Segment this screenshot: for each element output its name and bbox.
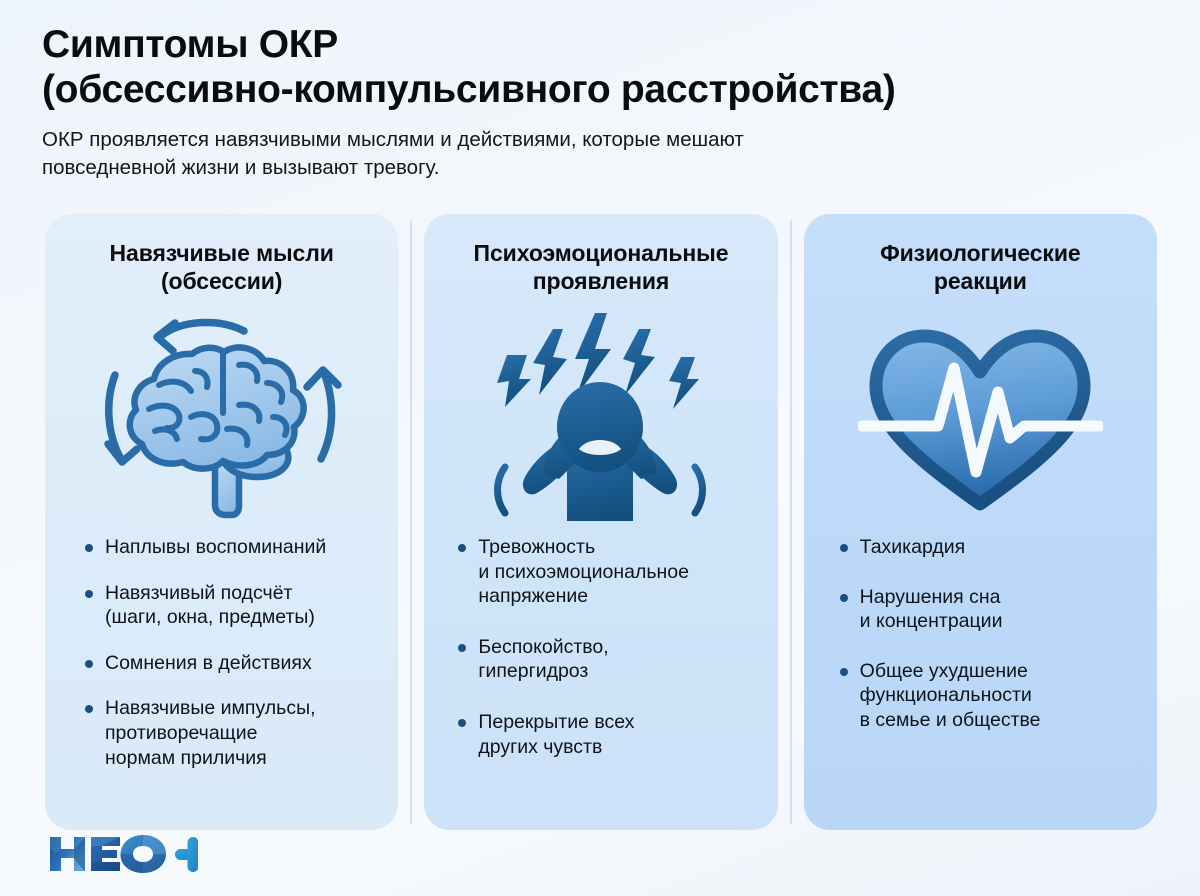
card-divider [398,214,424,830]
card-divider [778,214,804,830]
list-item: Сомнения в действиях [83,651,378,676]
stressed-person-icon [444,297,757,535]
bullet-list-psychoemotional: Тревожность и психоэмоциональное напряже… [444,535,757,812]
list-item: Перекрытие всех других чувств [456,710,757,759]
header: Симптомы ОКР (обсессивно-компульсивного … [42,22,1162,181]
list-item: Общее ухудшение функциональности в семье… [838,659,1137,733]
neo-plus-logo [48,830,198,876]
card-psychoemotional: Психоэмоциональные проявления [424,214,778,830]
page-subtitle: ОКР проявляется навязчивыми мыслями и де… [42,128,744,179]
bullet-list-physiological: Тахикардия Нарушения сна и концентрации … [824,535,1137,812]
card-title-psychoemotional: Психоэмоциональные проявления [473,240,729,294]
brain-cycle-icon [65,297,378,535]
list-item: Наплывы воспоминаний [83,535,378,560]
bullet-list-obsessions: Наплывы воспоминаний Навязчивый подсчёт … [65,535,378,812]
heart-pulse-icon [824,297,1137,535]
card-title-physiological: Физиологические реакции [880,240,1081,294]
card-column-physiological: Физиологические реакции [803,214,1157,830]
list-item: Беспокойство, гипергидроз [456,635,757,684]
list-item: Навязчивые импульсы, противоречащие норм… [83,696,378,770]
card-physiological: Физиологические реакции [803,214,1157,830]
symptom-cards-row: Навязчивые мысли (обсессии) [45,214,1157,830]
card-column-psychoemotional: Психоэмоциональные проявления [424,214,778,830]
list-item: Тревожность и психоэмоциональное напряже… [456,535,757,609]
page-title: Симптомы ОКР (обсессивно-компульсивного … [42,23,896,112]
card-column-obsessions: Навязчивые мысли (обсессии) [45,214,399,830]
list-item: Навязчивый подсчёт (шаги, окна, предметы… [83,581,378,630]
list-item: Нарушения сна и концентрации [838,585,1137,634]
list-item: Тахикардия [838,535,1137,560]
card-title-obsessions: Навязчивые мысли (обсессии) [109,240,334,294]
card-obsessions: Навязчивые мысли (обсессии) [45,214,399,830]
